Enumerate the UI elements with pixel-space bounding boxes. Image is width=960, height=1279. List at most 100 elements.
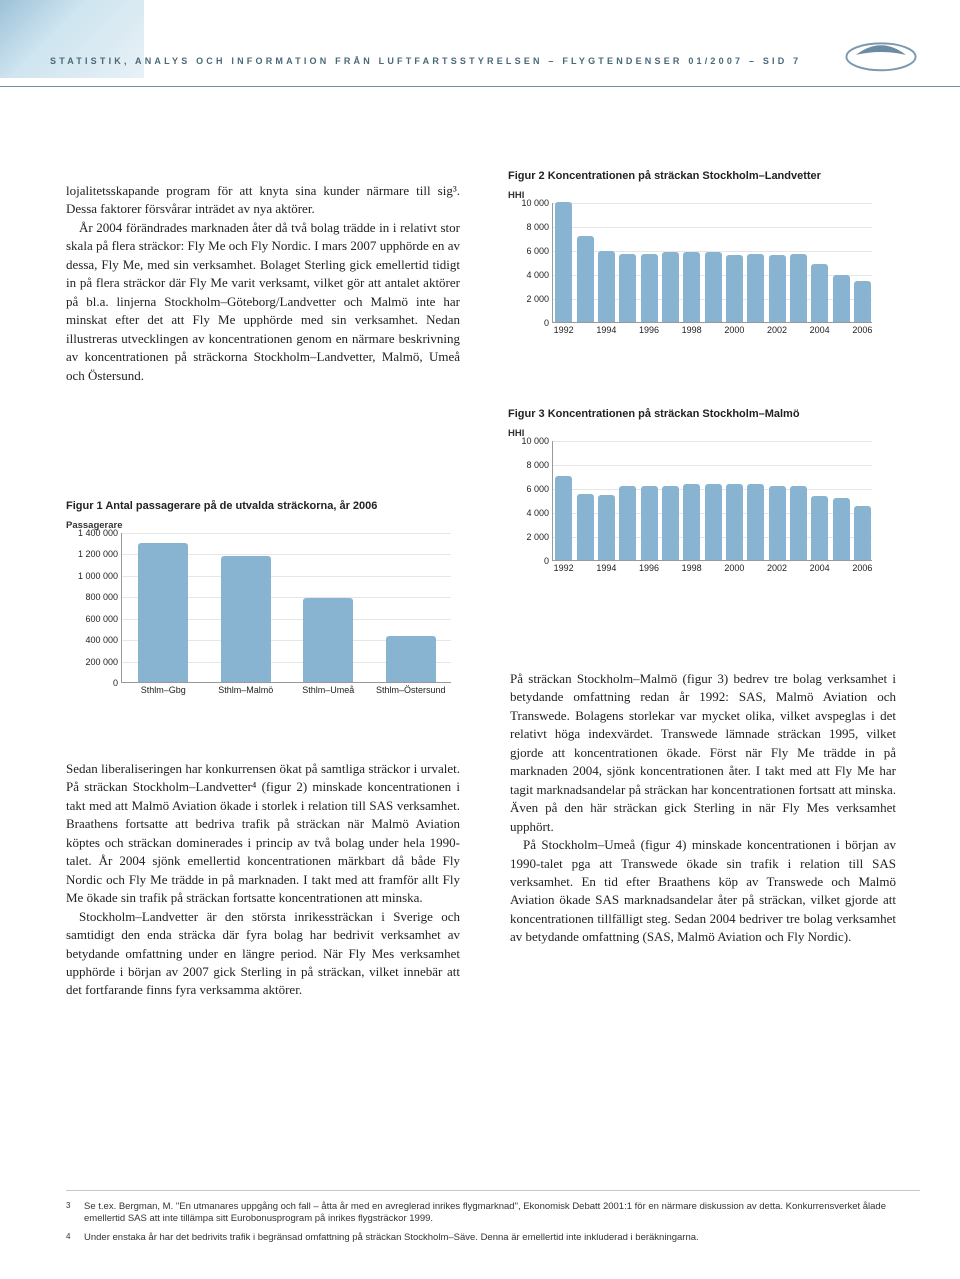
bar	[683, 252, 700, 322]
agency-logo	[842, 28, 920, 76]
ytick-label: 1 000 000	[78, 571, 122, 581]
xtick-label: 1998	[682, 322, 702, 335]
figure-2: Figur 2 Koncentrationen på sträckan Stoc…	[508, 170, 896, 323]
footnote-4-num: 4	[66, 1232, 84, 1245]
para-left-1: lojalitetsskapande program för att knyta…	[66, 182, 460, 219]
figure-1: Figur 1 Antal passagerare på de utvalda …	[66, 500, 460, 683]
xtick-label: 1994	[596, 322, 616, 335]
bar	[641, 486, 658, 560]
bar	[555, 202, 572, 322]
xtick-label: 1992	[554, 322, 574, 335]
footnotes: 3 Se t.ex. Bergman, M. "En utmanares upp…	[66, 1190, 920, 1251]
ytick-label: 1 200 000	[78, 549, 122, 559]
bar	[662, 486, 679, 560]
xtick-label: 2006	[852, 560, 872, 573]
bar	[662, 252, 679, 322]
ytick-label: 4 000	[526, 508, 553, 518]
footnote-4-text: Under enstaka år har det bedrivits trafi…	[84, 1232, 920, 1245]
ytick-label: 4 000	[526, 270, 553, 280]
bar	[577, 494, 594, 560]
bar	[221, 556, 271, 682]
figure-1-chart: 1 400 0001 200 0001 000 000800 000600 00…	[121, 533, 451, 683]
bar	[641, 254, 658, 322]
ytick-label: 10 000	[521, 436, 553, 446]
bar	[598, 495, 615, 560]
left-column-top: lojalitetsskapande program för att knyta…	[66, 182, 460, 385]
xtick-label: 2000	[724, 560, 744, 573]
footnote-3-text: Se t.ex. Bergman, M. "En utmanares uppgå…	[84, 1201, 920, 1227]
grid-line	[122, 533, 451, 534]
ytick-label: 8 000	[526, 460, 553, 470]
footnote-4: 4 Under enstaka år har det bedrivits tra…	[66, 1232, 920, 1245]
bar	[833, 498, 850, 560]
para-right-1: På sträckan Stockholm–Malmö (figur 3) be…	[510, 670, 896, 836]
ytick-label: 600 000	[85, 614, 122, 624]
bar	[577, 236, 594, 322]
figure-1-ylabel: Passagerare	[66, 520, 460, 531]
xtick-label: 2004	[810, 560, 830, 573]
ytick-label: 10 000	[521, 198, 553, 208]
header-rule	[0, 86, 960, 87]
bar	[555, 476, 572, 560]
figure-3-title: Figur 3 Koncentrationen på sträckan Stoc…	[508, 408, 896, 420]
para-left-3: Sedan liberaliseringen har konkurrensen …	[66, 760, 460, 908]
ytick-label: 6 000	[526, 484, 553, 494]
para-right-2: På Stockholm–Umeå (figur 4) minskade kon…	[510, 836, 896, 947]
figure-2-ylabel: HHI	[508, 190, 896, 201]
bar	[769, 486, 786, 560]
ytick-label: 2 000	[526, 532, 553, 542]
figure-3: Figur 3 Koncentrationen på sträckan Stoc…	[508, 408, 896, 561]
bar	[790, 254, 807, 322]
xtick-label: 1994	[596, 560, 616, 573]
bar	[833, 275, 850, 322]
ytick-label: 8 000	[526, 222, 553, 232]
ytick-label: 0	[113, 678, 122, 688]
logo-icon	[842, 28, 920, 76]
header-sky-decor	[0, 0, 144, 78]
ytick-label: 1 400 000	[78, 528, 122, 538]
bar	[386, 636, 436, 682]
ytick-label: 0	[544, 556, 553, 566]
figure-2-chart: 10 0008 0006 0004 0002 00001992199419961…	[552, 203, 872, 323]
xtick-label: Sthlm–Malmö	[218, 682, 273, 695]
ytick-label: 0	[544, 318, 553, 328]
bar	[619, 254, 636, 322]
xtick-label: 1992	[554, 560, 574, 573]
grid-line	[553, 203, 872, 204]
xtick-label: 2002	[767, 322, 787, 335]
xtick-label: 2002	[767, 560, 787, 573]
left-column-bottom: Sedan liberaliseringen har konkurrensen …	[66, 760, 460, 1000]
bar	[854, 281, 871, 322]
figure-1-title: Figur 1 Antal passagerare på de utvalda …	[66, 500, 460, 512]
para-left-4: Stockholm–Landvetter är den största inri…	[66, 908, 460, 1000]
bar	[854, 506, 871, 560]
xtick-label: Sthlm–Umeå	[302, 682, 354, 695]
right-column-text: På sträckan Stockholm–Malmö (figur 3) be…	[510, 670, 896, 947]
xtick-label: 1996	[639, 322, 659, 335]
bar	[619, 486, 636, 560]
xtick-label: 2006	[852, 322, 872, 335]
ytick-label: 200 000	[85, 657, 122, 667]
xtick-label: Sthlm–Gbg	[141, 682, 186, 695]
xtick-label: Sthlm–Östersund	[376, 682, 446, 695]
bar	[705, 484, 722, 560]
bar	[769, 255, 786, 322]
bar	[598, 251, 615, 322]
bar	[726, 484, 743, 560]
figure-2-title: Figur 2 Koncentrationen på sträckan Stoc…	[508, 170, 896, 182]
figure-3-chart: 10 0008 0006 0004 0002 00001992199419961…	[552, 441, 872, 561]
ytick-label: 400 000	[85, 635, 122, 645]
figure-3-ylabel: HHI	[508, 428, 896, 439]
bar	[303, 598, 353, 682]
bar	[683, 484, 700, 560]
xtick-label: 2000	[724, 322, 744, 335]
xtick-label: 1998	[682, 560, 702, 573]
footnote-3-num: 3	[66, 1201, 84, 1227]
ytick-label: 2 000	[526, 294, 553, 304]
ytick-label: 6 000	[526, 246, 553, 256]
bar	[138, 543, 188, 682]
bar	[790, 486, 807, 560]
para-left-2: År 2004 förändrades marknaden åter då tv…	[66, 219, 460, 385]
bar	[747, 484, 764, 560]
bar	[747, 254, 764, 322]
